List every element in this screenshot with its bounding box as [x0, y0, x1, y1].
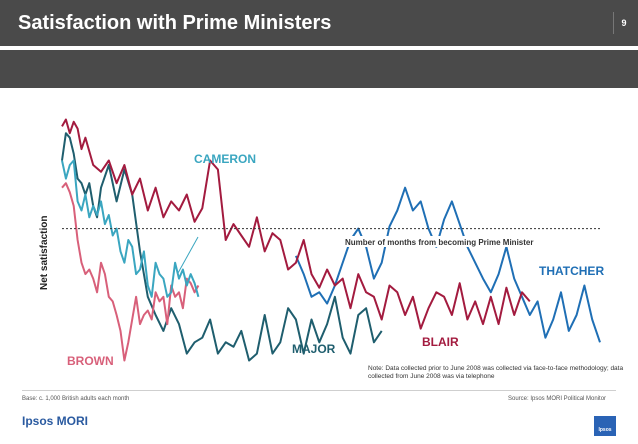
series-layer	[61, 118, 601, 362]
cameron-pointer	[177, 236, 199, 274]
line-chart: Number of months from becoming Prime Min…	[39, 118, 624, 380]
series-label-thatcher: THATCHER	[539, 264, 604, 278]
series-line-thatcher	[294, 186, 601, 343]
y-axis-label: Net satisfaction	[39, 216, 50, 290]
note-container: Note: Data collected prior to June 2008 …	[368, 365, 624, 380]
brand-logo: Ipsos MORI	[22, 414, 89, 428]
series-line-blair	[61, 118, 531, 330]
series-label-brown: BROWN	[67, 354, 114, 368]
series-label-blair: BLAIR	[422, 335, 459, 349]
methodology-note: Note: Data collected prior to June 2008 …	[368, 365, 624, 380]
footer-divider	[22, 390, 616, 391]
question-text: How satisfied or dissatisfied are you wi…	[22, 113, 463, 124]
x-axis-label: Number of months from becoming Prime Min…	[345, 238, 533, 247]
page-title: Satisfaction with Prime Ministers	[18, 12, 332, 34]
page-number: 9	[613, 12, 634, 34]
x-axis-label-bg	[340, 236, 575, 247]
series-line-major	[61, 132, 383, 362]
series-line-brown	[61, 182, 200, 362]
series-line-cameron	[61, 159, 200, 298]
question-bar: How satisfied or dissatisfied are you wi…	[0, 50, 638, 124]
brand-badge: Ipsos	[594, 416, 616, 436]
series-label-cameron: CAMERON	[194, 152, 256, 166]
header-bar: Satisfaction with Prime Ministers 9	[0, 0, 638, 46]
base-note: Base: c. 1,000 British adults each month	[22, 396, 130, 402]
source-note: Source: Ipsos MORI Political Monitor	[508, 396, 607, 402]
series-label-major: MAJOR	[292, 342, 336, 356]
